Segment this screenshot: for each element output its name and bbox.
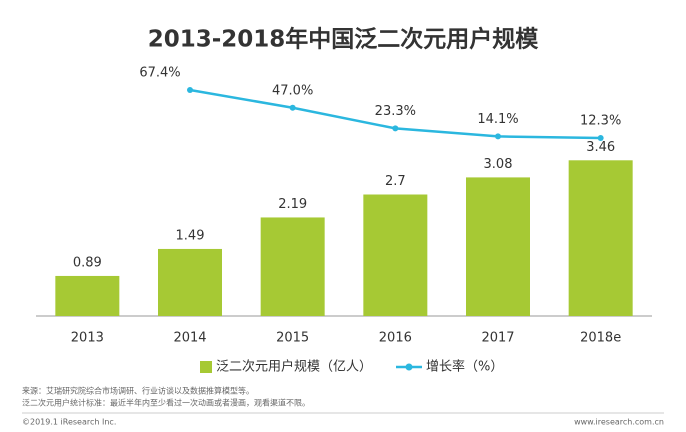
bar — [466, 177, 530, 316]
note: 泛二次元用户统计标准：最近半年内至少看过一次动画或者漫画，观看渠道不限。 — [22, 398, 310, 408]
x-tick-label: 2017 — [481, 331, 514, 346]
legend-swatch — [200, 361, 212, 373]
bar — [363, 194, 428, 316]
copyright: ©2019.1 iResearch Inc. — [22, 418, 116, 427]
x-tick-label: 2013 — [71, 331, 104, 346]
bar — [568, 160, 633, 316]
data-label: 47.0% — [272, 83, 313, 98]
x-tick-label: 2018e — [580, 331, 621, 346]
legend-label: 增长率（%） — [426, 359, 503, 375]
data-label: 3.08 — [484, 157, 513, 172]
data-label: 1.49 — [176, 228, 205, 243]
data-label: 2.7 — [385, 174, 406, 189]
data-label: 67.4% — [139, 65, 180, 80]
x-tick-label: 2016 — [379, 331, 412, 346]
point — [289, 104, 296, 111]
data-label: 23.3% — [375, 104, 416, 119]
bar — [55, 275, 120, 316]
x-tick-label: 2014 — [173, 331, 206, 346]
legend-label: 泛二次元用户规模（亿人） — [216, 359, 372, 375]
note: 来源：艾瑞研究院综合市场调研、行业访谈以及数据推算模型等。 — [22, 386, 254, 396]
data-label: 2.19 — [278, 197, 307, 212]
data-label: 0.89 — [73, 255, 102, 270]
data-label: 14.1% — [477, 112, 518, 127]
data-label: 3.46 — [586, 140, 615, 155]
point — [495, 133, 501, 140]
legend-swatch — [405, 363, 413, 371]
point — [597, 134, 604, 141]
point — [392, 125, 399, 132]
data-label: 12.3% — [580, 113, 621, 128]
bar — [260, 217, 325, 316]
website: www.iresearch.com.cn — [574, 418, 664, 427]
point — [187, 86, 193, 93]
chart-title: 2013-2018年中国泛二次元用户规模 — [148, 26, 540, 53]
bar — [158, 248, 222, 316]
x-tick-label: 2015 — [276, 331, 309, 346]
